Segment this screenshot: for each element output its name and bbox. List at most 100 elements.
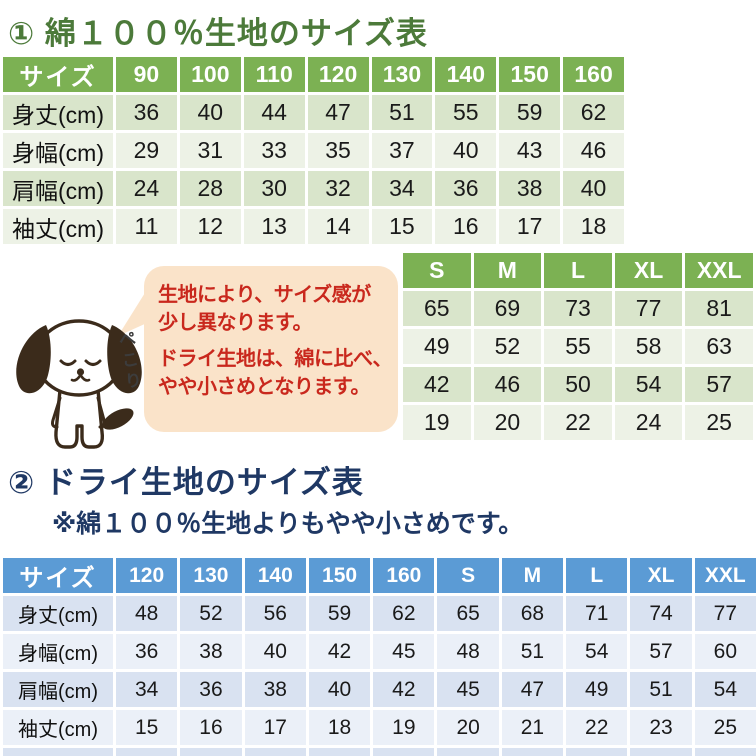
value-cell: 15 xyxy=(116,710,178,745)
value-cell: 60 xyxy=(694,634,756,669)
value-cell: 30 xyxy=(243,171,305,206)
table-row: 袖丈(cm) 15 16 17 18 19 20 21 22 23 25 xyxy=(3,710,756,745)
value-cell: 71 xyxy=(566,596,628,631)
value-cell: 31 xyxy=(179,133,241,168)
dog-ear-left xyxy=(16,325,51,394)
header-cell: 130 xyxy=(371,57,433,92)
value-cell xyxy=(116,748,178,756)
value-cell: 18 xyxy=(563,209,624,244)
speech-bubble: 生地により、サイズ感が 少し異なります。 ドライ生地は、綿に比べ、 やや小さめと… xyxy=(144,266,398,432)
table-row: 身幅(cm) 29 31 33 35 37 40 43 46 xyxy=(3,133,624,168)
value-cell: 36 xyxy=(180,672,242,707)
value-cell: 32 xyxy=(307,171,369,206)
bubble-note-1: 生地により、サイズ感が 少し異なります。 xyxy=(158,284,371,334)
value-cell xyxy=(437,748,499,756)
value-cell: 40 xyxy=(563,171,624,206)
value-cell: 34 xyxy=(371,171,433,206)
dry-section-subtitle: ※綿１００％生地よりもやや小さめです。 xyxy=(52,510,524,538)
value-cell: 28 xyxy=(179,171,241,206)
header-cell: 100 xyxy=(179,57,241,92)
value-cell: 34 xyxy=(116,672,178,707)
header-cell: 120 xyxy=(307,57,369,92)
value-cell: 55 xyxy=(544,329,612,364)
value-cell: 43 xyxy=(499,133,561,168)
value-cell: 59 xyxy=(499,95,561,130)
value-cell: 63 xyxy=(685,329,753,364)
cotton-adult-size-table: S M L XL XXL 65 69 73 77 81 49 52 55 58 63 42 46 50 54 57 19… xyxy=(400,250,756,443)
header-cell: XL xyxy=(614,253,683,288)
value-cell: 40 xyxy=(435,133,497,168)
value-cell: 57 xyxy=(630,634,692,669)
value-cell: 36 xyxy=(116,95,177,130)
value-cell xyxy=(3,748,113,756)
value-cell: 17 xyxy=(244,710,306,745)
dog-tail xyxy=(102,408,134,430)
dog-arm-left xyxy=(51,396,62,429)
header-row: S M L XL XXL xyxy=(403,253,753,288)
value-cell: 25 xyxy=(694,710,756,745)
value-cell: 56 xyxy=(244,596,306,631)
value-cell xyxy=(244,748,306,756)
value-cell: 22 xyxy=(566,710,628,745)
header-cell: L xyxy=(544,253,612,288)
value-cell: 22 xyxy=(544,405,612,440)
value-cell: 16 xyxy=(180,710,242,745)
value-cell: 49 xyxy=(566,672,628,707)
value-cell: 48 xyxy=(437,634,499,669)
value-cell: 42 xyxy=(373,672,435,707)
dog-eye-left xyxy=(59,359,77,366)
value-cell xyxy=(501,748,564,756)
table-row: 袖丈(cm) 11 12 13 14 15 16 17 18 xyxy=(3,209,624,244)
header-cell: XXL xyxy=(694,558,756,593)
value-cell: 37 xyxy=(371,133,433,168)
value-cell: 11 xyxy=(116,209,177,244)
value-cell: 12 xyxy=(179,209,241,244)
value-cell: 49 xyxy=(403,329,471,364)
value-cell: 77 xyxy=(694,596,756,631)
value-cell: 50 xyxy=(544,367,612,402)
value-cell: 58 xyxy=(614,329,683,364)
header-row: サイズ 90 100 110 120 130 140 150 160 xyxy=(3,57,624,92)
header-cell: 140 xyxy=(435,57,497,92)
dog-illustration xyxy=(16,319,142,449)
value-cell: 46 xyxy=(563,133,624,168)
value-cell: 18 xyxy=(308,710,371,745)
value-cell xyxy=(694,748,756,756)
row-label: 身丈(cm) xyxy=(3,95,113,130)
table-row: 肩幅(cm) 24 28 30 32 34 36 38 40 xyxy=(3,171,624,206)
value-cell: 36 xyxy=(116,634,178,669)
dog-mouth xyxy=(70,373,91,382)
value-cell: 14 xyxy=(307,209,369,244)
value-cell: 17 xyxy=(499,209,561,244)
value-cell xyxy=(180,748,242,756)
value-cell: 52 xyxy=(180,596,242,631)
value-cell: 48 xyxy=(116,596,178,631)
value-cell: 51 xyxy=(371,95,433,130)
value-cell: 47 xyxy=(501,672,564,707)
value-cell: 24 xyxy=(116,171,177,206)
value-cell: 19 xyxy=(403,405,471,440)
value-cell: 16 xyxy=(435,209,497,244)
value-cell: 33 xyxy=(243,133,305,168)
value-cell: 29 xyxy=(116,133,177,168)
value-cell: 19 xyxy=(373,710,435,745)
table-row: 42 46 50 54 57 xyxy=(403,367,753,402)
table-row: 身丈(cm) 36 40 44 47 51 55 59 62 xyxy=(3,95,624,130)
value-cell: 38 xyxy=(180,634,242,669)
value-cell: 35 xyxy=(307,133,369,168)
partial-row xyxy=(3,748,756,756)
bubble-note-2: ドライ生地は、綿に比べ、 やや小さめとなります。 xyxy=(158,348,393,398)
value-cell: 69 xyxy=(473,291,542,326)
value-cell: 52 xyxy=(473,329,542,364)
value-cell: 46 xyxy=(473,367,542,402)
value-cell: 54 xyxy=(614,367,683,402)
value-cell: 36 xyxy=(435,171,497,206)
value-cell: 23 xyxy=(630,710,692,745)
value-cell: 24 xyxy=(614,405,683,440)
value-cell: 54 xyxy=(694,672,756,707)
value-cell: 40 xyxy=(244,634,306,669)
cotton-section-title: ① 綿１００％生地のサイズ表 xyxy=(8,16,428,51)
value-cell xyxy=(566,748,628,756)
value-cell xyxy=(630,748,692,756)
dry-size-table: サイズ 120 130 140 150 160 S M L XL XXL 身丈(cm) 48 52 56 59… xyxy=(0,555,756,756)
